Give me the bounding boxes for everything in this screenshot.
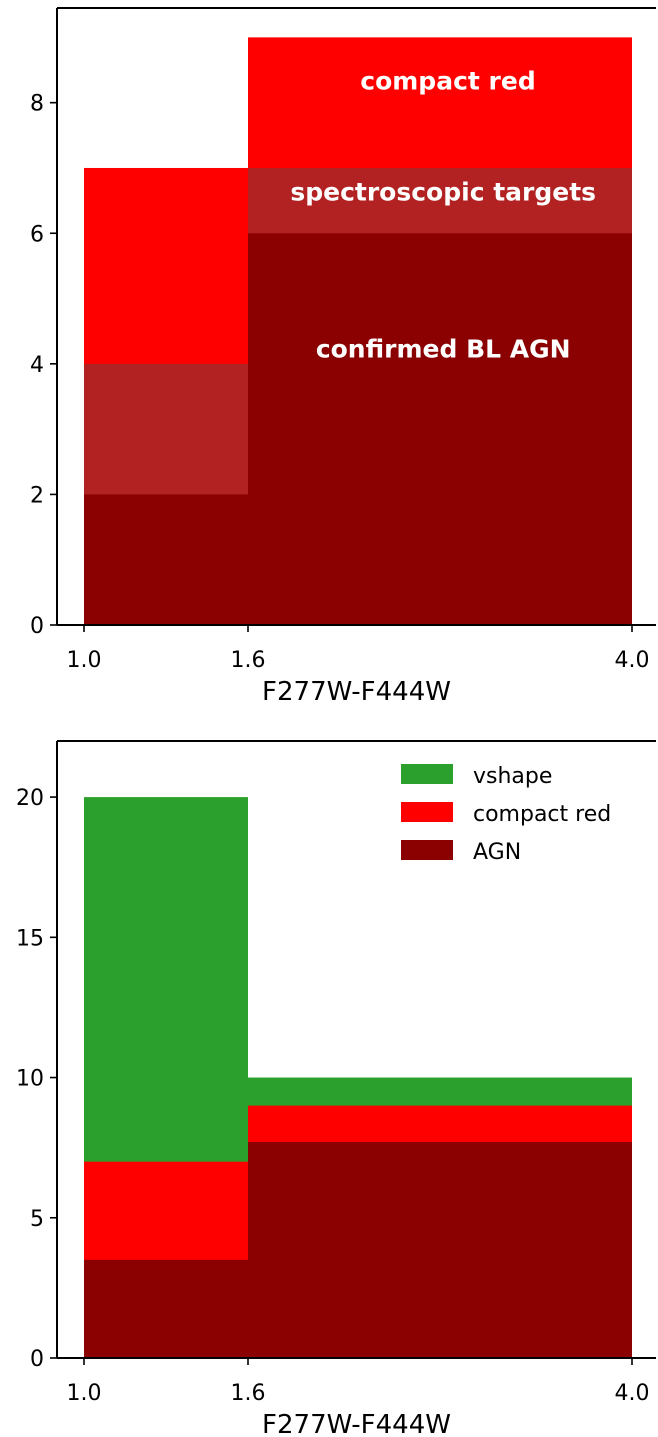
y-tick-label: 15 (16, 926, 44, 951)
annotation-label: spectroscopic targets (290, 178, 596, 207)
x-tick-label: 4.0 (615, 648, 650, 673)
y-tick-label: 20 (16, 786, 44, 811)
legend-swatch-compact-red (401, 802, 453, 822)
chart-panel-1: 0 2 4 6 8 1.0 1.6 4.0 F277W-F444W compact red spec… (30, 7, 656, 707)
legend-label: vshape (473, 764, 552, 789)
legend-label: compact red (473, 802, 611, 827)
x-axis-label: F277W-F444W (262, 677, 451, 707)
y-tick-label: 2 (30, 483, 44, 508)
legend-swatch-vshape (401, 764, 453, 784)
bar-confirmed-bl-agn-bin2 (248, 233, 632, 625)
x-axis-label: F277W-F444W (262, 1410, 451, 1437)
y-tick-label: 8 (30, 92, 44, 117)
x-tick-label: 4.0 (615, 1381, 650, 1406)
y-tick-label: 0 (30, 614, 44, 639)
x-tick-label: 1.6 (231, 648, 266, 673)
y-tick-label: 6 (30, 222, 44, 247)
x-tick-label: 1.0 (67, 648, 102, 673)
annotation-label: confirmed BL AGN (316, 334, 571, 363)
legend-swatch-agn (401, 840, 453, 860)
y-tick-label: 10 (16, 1067, 44, 1092)
y-tick-label: 0 (30, 1347, 44, 1372)
chart-panel-2: 0 5 10 15 20 1.0 1.6 4.0 F277W-F444W vshape compac… (16, 740, 656, 1437)
annotation-label: compact red (360, 67, 535, 96)
bar-agn-bin1 (84, 1259, 248, 1358)
y-tick-label: 4 (30, 353, 44, 378)
x-tick-label: 1.0 (67, 1381, 102, 1406)
x-tick-label: 1.6 (231, 1381, 266, 1406)
y-tick-label: 5 (30, 1207, 44, 1232)
legend-label: AGN (473, 840, 521, 865)
bar-confirmed-bl-agn-bin1 (84, 494, 248, 625)
bar-agn-bin2 (248, 1142, 632, 1358)
